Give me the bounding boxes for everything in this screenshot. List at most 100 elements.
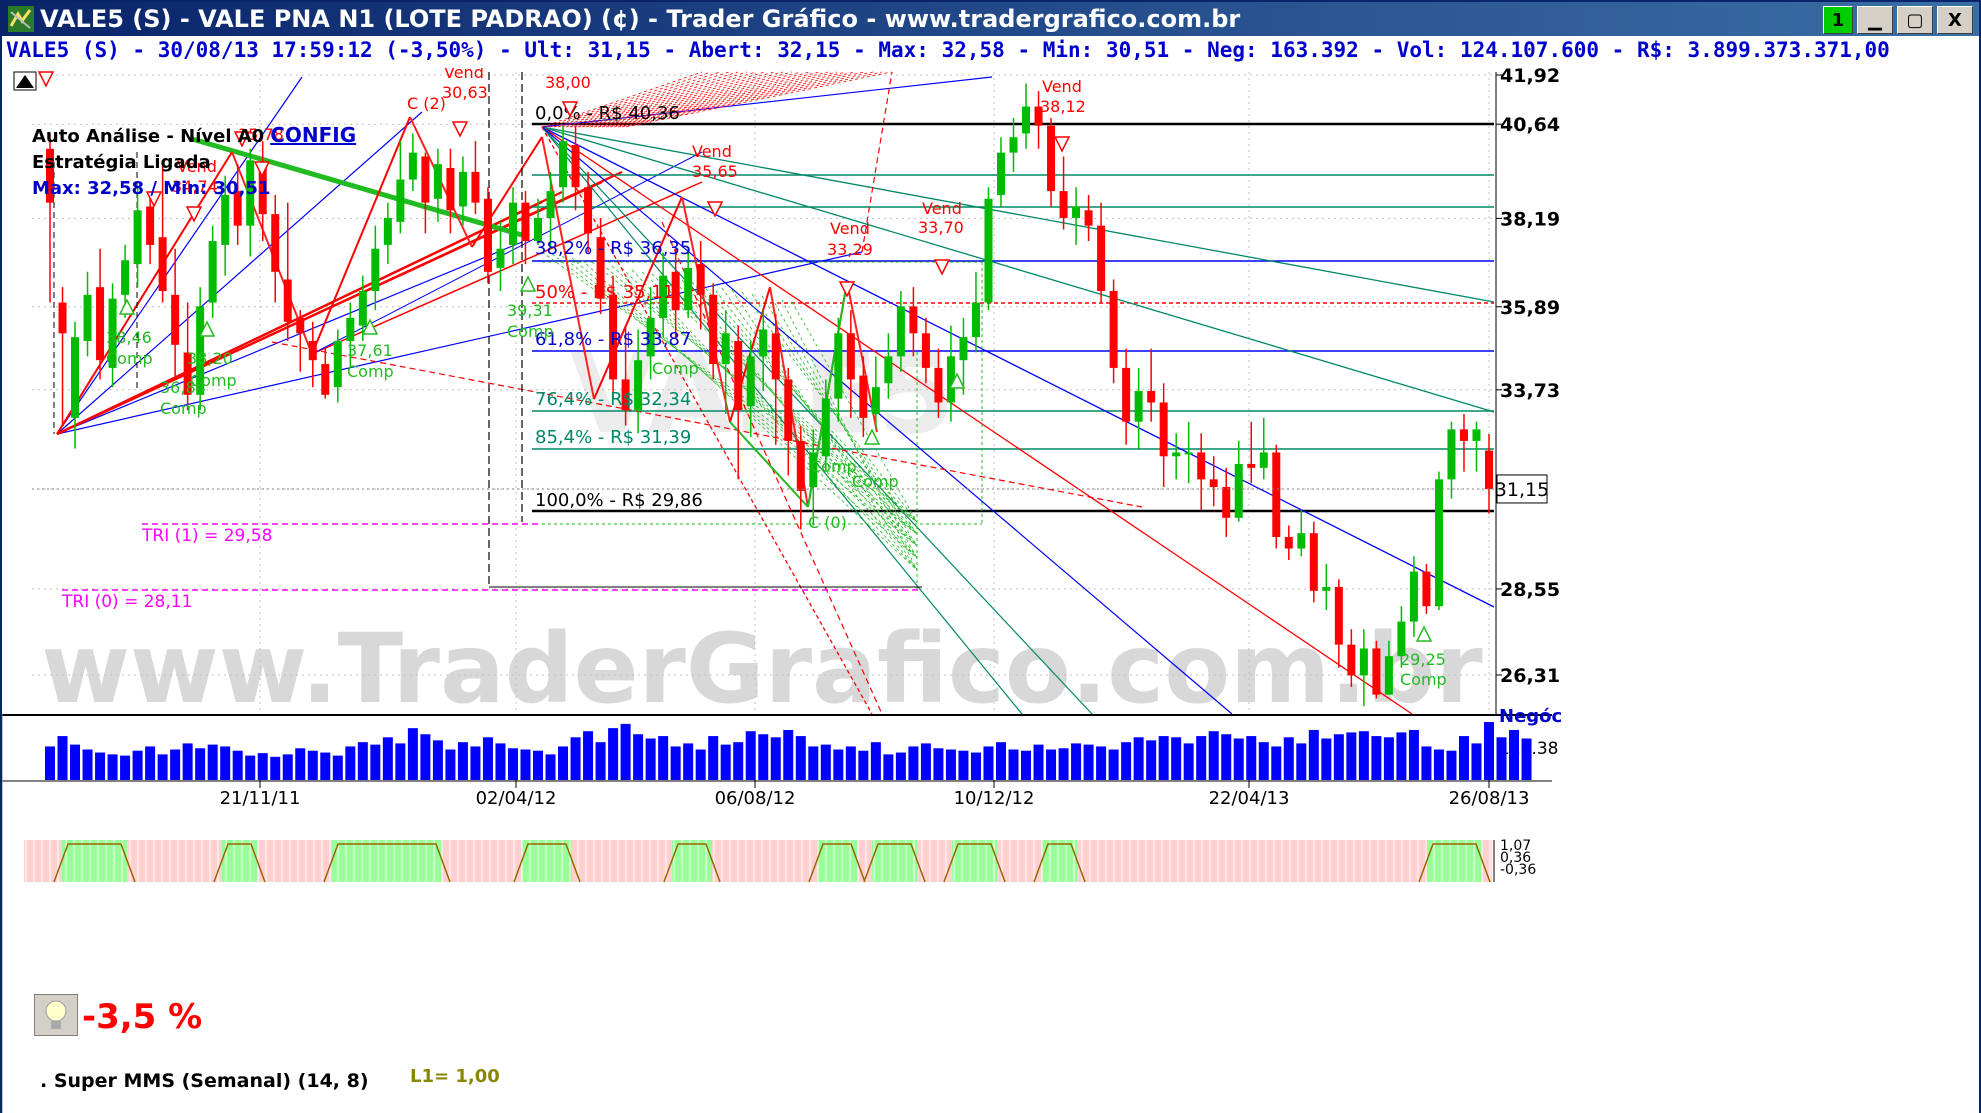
maximize-button[interactable]: ▢ [1897, 6, 1933, 34]
volume-bar [220, 746, 231, 780]
tri-label-0: TRI (0) = 28,11 [61, 592, 192, 612]
indicator-tick-label: 0,36 [1500, 850, 1531, 866]
hatch-line [557, 71, 739, 128]
candle-body [96, 287, 105, 361]
hatch-line [581, 71, 793, 128]
signal-label: Comp [652, 359, 699, 378]
candle-body [671, 271, 680, 311]
candle-body [534, 217, 543, 242]
hatch-line [553, 71, 730, 128]
candle-body [1297, 533, 1306, 549]
volume-bars [45, 722, 1532, 780]
indicator-line [513, 843, 581, 883]
volume-bar [1196, 736, 1207, 780]
candle-body [1047, 125, 1056, 192]
buy-arrow-icon [361, 318, 379, 335]
x-tick-label: 22/04/13 [1209, 788, 1290, 809]
signal-label: Comp [190, 371, 237, 390]
candle-body [333, 340, 342, 388]
indicator-green-zone [332, 840, 442, 882]
volume-bar [820, 744, 831, 780]
volume-bar [120, 755, 131, 780]
signal-label: Vend [830, 219, 870, 238]
volume-bar [770, 737, 781, 780]
volume-bar [1258, 742, 1269, 780]
candle-body [1434, 479, 1443, 607]
candle-body [746, 356, 755, 407]
indicator-green-zone [817, 840, 857, 882]
volume-bar [1058, 748, 1069, 780]
volume-bar [1408, 729, 1419, 780]
analysis-line [56, 76, 303, 435]
volume-bar [95, 752, 106, 780]
signal-label: Comp [852, 472, 899, 491]
indicator-green-zone [1427, 840, 1482, 882]
volume-bar [870, 742, 881, 780]
candle-body [1359, 648, 1368, 676]
candle-body [709, 294, 718, 365]
watermark-text: www.TraderGrafico.com.br [41, 613, 1483, 725]
y-tick-label: 28,55 [1500, 579, 1560, 601]
window-controls: 1 ▁ ▢ X [1823, 6, 1973, 34]
volume-bar [470, 746, 481, 780]
volume-bar [482, 737, 493, 780]
zigzag-line [593, 196, 683, 400]
candle-body [208, 241, 217, 303]
config-link[interactable]: CONFIG [270, 123, 357, 147]
close-button[interactable]: X [1937, 6, 1973, 34]
signal-label: 38,00 [545, 73, 591, 92]
hatch-line [721, 287, 918, 559]
volume-bar [1208, 731, 1219, 780]
candle-body [296, 317, 305, 334]
minimize-button[interactable]: ▁ [1857, 6, 1893, 34]
buy-arrow-icon [519, 275, 537, 292]
indicator-line [863, 843, 926, 883]
scroll-toggle-arrow-icon [16, 75, 34, 88]
volume-bar [320, 752, 331, 780]
candle-body [1485, 450, 1493, 489]
candle-body [108, 298, 117, 368]
candle-body [121, 260, 130, 295]
zigzag-line [56, 151, 233, 435]
volume-bar [1283, 737, 1294, 780]
price-chart[interactable]: www.TraderGrafico.com.brVALE541,9240,643… [2, 68, 1979, 1113]
volume-bar [908, 746, 919, 780]
volume-bar [157, 754, 168, 780]
volume-bar [670, 746, 681, 780]
candle-body [83, 294, 92, 341]
hatch-line [661, 275, 918, 547]
zigzag-line [471, 136, 543, 248]
volume-bar [683, 743, 694, 780]
candle-body [1059, 191, 1068, 218]
signal-label: 37,61 [347, 341, 393, 360]
y-tick-label: 41,92 [1500, 68, 1560, 87]
volume-label: Negóc [1499, 706, 1562, 727]
candle-body [308, 340, 317, 361]
volume-bar [370, 744, 381, 780]
volume-bar [1158, 736, 1169, 780]
candle-body [383, 217, 392, 245]
candle-body [471, 171, 480, 203]
candle-body [1322, 586, 1331, 591]
volume-bar [395, 743, 406, 780]
candle-body [696, 264, 705, 295]
volume-bar [182, 743, 193, 780]
fib-label: 50% - R$ 35,11 [535, 282, 674, 303]
candle-body [1184, 452, 1193, 455]
volume-bar [345, 746, 356, 780]
hatch-line [561, 71, 748, 128]
volume-bar [733, 742, 744, 780]
analysis-line [56, 111, 423, 435]
lightbulb-icon[interactable] [34, 994, 78, 1036]
badge-button[interactable]: 1 [1823, 6, 1853, 34]
hatch-line [613, 71, 865, 128]
x-tick-label: 06/08/12 [715, 788, 796, 809]
hatch-line [711, 285, 918, 547]
volume-bar [232, 750, 243, 780]
title-bar[interactable]: VALE5 (S) - VALE PNA N1 (LOTE PADRAO) (¢… [2, 2, 1979, 36]
candle-body [283, 279, 292, 322]
analysis-overlays [53, 71, 1495, 715]
volume-bar [795, 736, 806, 780]
volume-bar [1096, 746, 1107, 780]
tri-label-1: TRI (1) = 29,58 [141, 526, 272, 546]
